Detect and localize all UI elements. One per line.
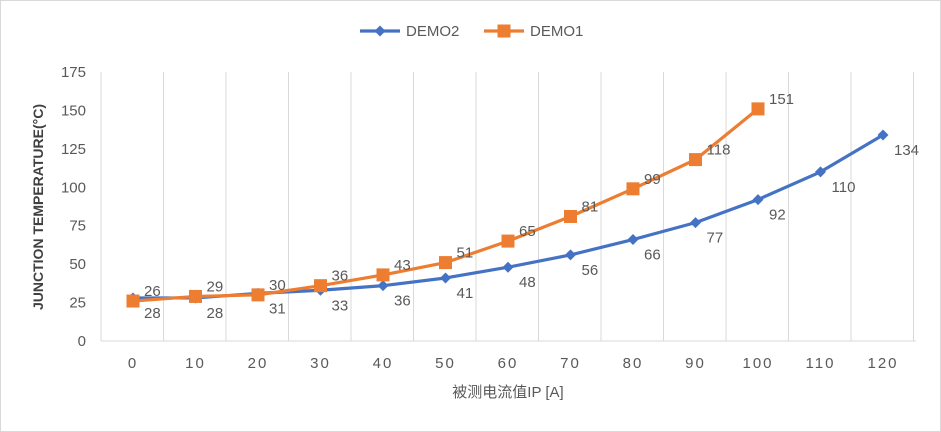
data-label: 65	[519, 223, 536, 240]
data-point	[189, 289, 202, 303]
y-axis-ticks: 0 25 50 75 100 125 150 175	[61, 64, 86, 350]
data-label: 29	[207, 278, 224, 295]
data-point	[877, 129, 889, 141]
y-axis-title: JUNCTION TEMPERATURE(°C)	[30, 104, 46, 310]
data-point	[627, 234, 639, 246]
data-label: 41	[457, 285, 474, 302]
data-point	[314, 279, 327, 293]
data-label: 81	[582, 198, 599, 215]
data-point	[690, 217, 701, 229]
data-point	[126, 294, 140, 308]
x-tick-label: 60	[498, 355, 519, 372]
y-tick-label: 75	[69, 218, 86, 235]
data-point	[251, 288, 265, 302]
data-point	[439, 256, 452, 270]
series-layer	[126, 102, 889, 308]
x-tick-label: 90	[685, 355, 706, 372]
y-tick-label: 100	[61, 179, 86, 196]
x-tick-label: 10	[185, 355, 206, 372]
x-tick-label: 50	[435, 355, 456, 372]
data-point	[377, 280, 389, 292]
legend-marker	[497, 24, 511, 38]
x-tick-label: 30	[310, 355, 331, 372]
gridlines	[100, 72, 916, 342]
x-tick-label: 120	[867, 355, 898, 372]
data-label: 26	[144, 283, 161, 300]
data-label: 151	[769, 91, 794, 108]
x-tick-label: 110	[806, 355, 836, 372]
data-label: 110	[832, 179, 856, 196]
data-label: 99	[644, 171, 661, 188]
data-label: 56	[582, 262, 599, 279]
x-tick-label: 70	[560, 355, 581, 372]
data-label: 77	[707, 230, 724, 247]
x-tick-label: 80	[623, 355, 644, 372]
x-tick-label: 40	[373, 355, 394, 372]
data-labels: 28 28 31 33 36 41 48 56 66 77 92 110 134 26 29 30 36 43 51…	[144, 91, 919, 322]
data-point	[376, 268, 390, 282]
data-label: 30	[269, 277, 286, 294]
data-label: 92	[769, 207, 786, 224]
x-tick-label: 100	[742, 355, 773, 372]
y-tick-label: 150	[61, 102, 86, 119]
data-point	[501, 234, 515, 248]
data-label: 36	[332, 268, 349, 285]
data-label: 33	[332, 297, 349, 314]
data-point	[751, 102, 765, 116]
data-point	[564, 209, 577, 223]
legend-label: DEMO1	[530, 23, 583, 40]
data-label: 118	[707, 142, 731, 159]
data-label: 66	[644, 247, 661, 264]
data-label: 43	[394, 257, 411, 274]
legend-marker	[374, 25, 386, 37]
data-point	[815, 166, 826, 178]
x-axis-title: 被测电流值IP [A]	[452, 384, 563, 401]
legend-item-demo1: DEMO1	[484, 23, 583, 40]
data-label: 134	[894, 142, 919, 159]
y-tick-label: 50	[69, 256, 86, 273]
data-label: 28	[207, 305, 224, 322]
data-point	[626, 182, 640, 196]
data-label: 28	[144, 305, 161, 322]
y-tick-label: 125	[61, 141, 86, 158]
data-label: 36	[394, 293, 411, 310]
legend: DEMO2 DEMO1	[360, 23, 583, 40]
data-point	[440, 272, 451, 284]
y-tick-label: 0	[78, 333, 86, 350]
data-point	[689, 153, 702, 167]
legend-label: DEMO2	[406, 23, 459, 40]
data-label: 51	[457, 245, 474, 262]
x-tick-label: 0	[128, 355, 138, 372]
data-point	[565, 249, 576, 261]
data-label: 48	[519, 274, 536, 291]
data-label: 31	[269, 300, 286, 317]
data-point	[502, 261, 514, 273]
y-tick-label: 25	[69, 295, 86, 312]
data-point	[752, 194, 764, 206]
y-tick-label: 175	[61, 64, 86, 81]
legend-item-demo2: DEMO2	[360, 23, 459, 40]
series-line-demo1	[132, 107, 760, 303]
x-axis-ticks: 0 10 20 30 40 50 60 70 80 90 100 110 120	[128, 355, 898, 372]
x-tick-label: 20	[248, 355, 269, 372]
